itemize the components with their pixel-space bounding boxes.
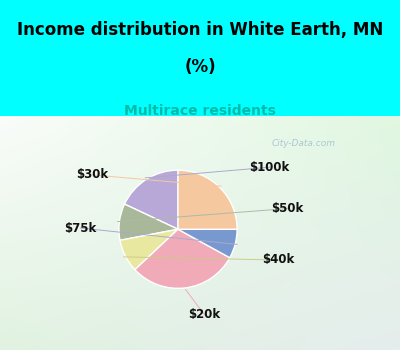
Wedge shape [120,229,178,270]
Text: $75k: $75k [64,222,97,235]
Text: $50k: $50k [271,202,304,215]
Text: $100k: $100k [250,161,290,174]
Text: Multirace residents: Multirace residents [124,104,276,118]
Wedge shape [135,229,230,288]
Wedge shape [119,204,178,240]
Text: (%): (%) [184,58,216,76]
Text: $20k: $20k [188,308,221,321]
Text: $40k: $40k [262,253,294,266]
Wedge shape [124,170,178,229]
Text: City-Data.com: City-Data.com [272,139,336,148]
Wedge shape [178,229,237,258]
Wedge shape [178,170,237,229]
Text: Income distribution in White Earth, MN: Income distribution in White Earth, MN [17,21,383,39]
Text: $30k: $30k [76,168,108,181]
